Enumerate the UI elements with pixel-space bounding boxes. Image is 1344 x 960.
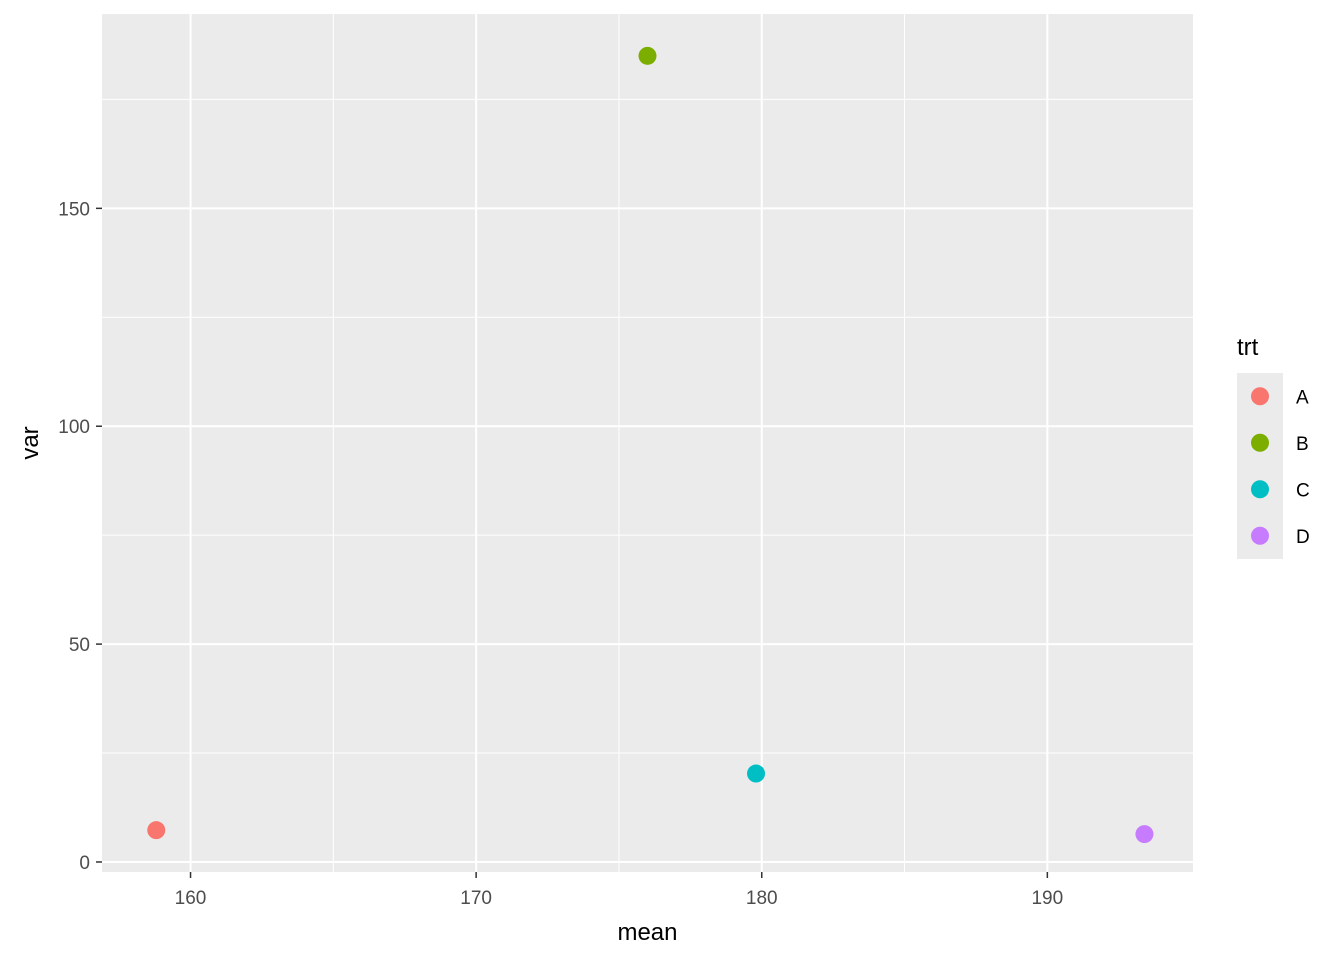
x-tick-label: 160 [175,888,207,909]
legend-label: A [1296,387,1309,408]
legend-key-c-icon [1251,480,1269,499]
legend-label: D [1296,527,1310,548]
x-tick-label: 190 [1031,888,1063,909]
legend-key-b-icon [1251,433,1269,452]
x-axis: 160 170 180 190 [175,872,1063,909]
plot-panel [102,14,1193,872]
legend-label: C [1296,480,1310,501]
y-axis-title: var [17,426,44,459]
y-tick-label: 100 [58,417,90,438]
legend-label: B [1296,434,1309,455]
data-point-d [1135,825,1154,844]
y-tick-label: 50 [69,635,90,656]
data-point-c [747,764,766,783]
y-tick-label: 0 [79,853,90,874]
legend-key-a-icon [1251,387,1269,406]
y-tick-label: 150 [58,199,90,220]
data-point-a [147,821,166,840]
legend: trt A B C D [1237,334,1310,559]
x-tick-label: 180 [746,888,778,909]
legend-key-d-icon [1251,526,1269,545]
gridlines [102,14,1193,872]
data-point-b [638,46,657,65]
legend-title: trt [1237,334,1259,361]
y-axis: 0 50 100 150 [58,199,102,874]
x-tick-label: 170 [460,888,492,909]
x-axis-title: mean [617,919,677,946]
data-points [147,46,1154,844]
